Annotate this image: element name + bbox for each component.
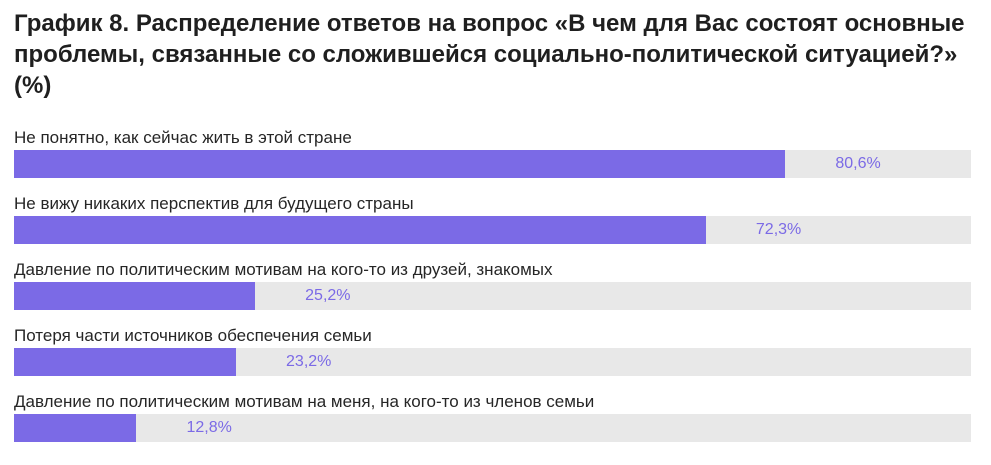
bar-value-label: 12,8%	[186, 419, 232, 436]
bar	[14, 216, 706, 244]
bar-track: 72,3%	[14, 216, 971, 244]
bar-category-label: Давление по политическим мотивам на меня…	[14, 392, 595, 411]
bar-row: Давление по политическим мотивам на кого…	[14, 260, 971, 326]
bar	[14, 348, 237, 376]
bar-track: 80,6%	[14, 150, 971, 178]
bar-track: 23,2%	[14, 348, 971, 376]
chart-title: График 8. Распределение ответов на вопро…	[14, 10, 965, 99]
bar-value-label: 80,6%	[835, 155, 881, 172]
bar-row: Потеря части источников обеспечения семь…	[14, 326, 971, 392]
bar-category-label: Не вижу никаких перспектив для будущего …	[14, 194, 414, 213]
bar-row: Давление по политическим мотивам на меня…	[14, 392, 971, 458]
bar-row: Не вижу никаких перспектив для будущего …	[14, 194, 971, 260]
bar	[14, 414, 137, 442]
bar-category-label: Давление по политическим мотивам на кого…	[14, 260, 553, 279]
bar-category-label: Не понятно, как сейчас жить в этой стран…	[14, 128, 352, 147]
bar-row: Не понятно, как сейчас жить в этой стран…	[14, 128, 971, 194]
bar-category-label: Потеря части источников обеспечения семь…	[14, 326, 372, 345]
bar-value-label: 25,2%	[305, 287, 351, 304]
bar-track: 12,8%	[14, 414, 971, 442]
bar-value-label: 72,3%	[755, 221, 802, 238]
bar-value-label: 23,2%	[286, 353, 332, 370]
bar-track: 25,2%	[14, 282, 971, 310]
bar-chart: Не понятно, как сейчас жить в этой стран…	[14, 128, 971, 458]
bar	[14, 282, 256, 310]
bar	[14, 150, 786, 178]
